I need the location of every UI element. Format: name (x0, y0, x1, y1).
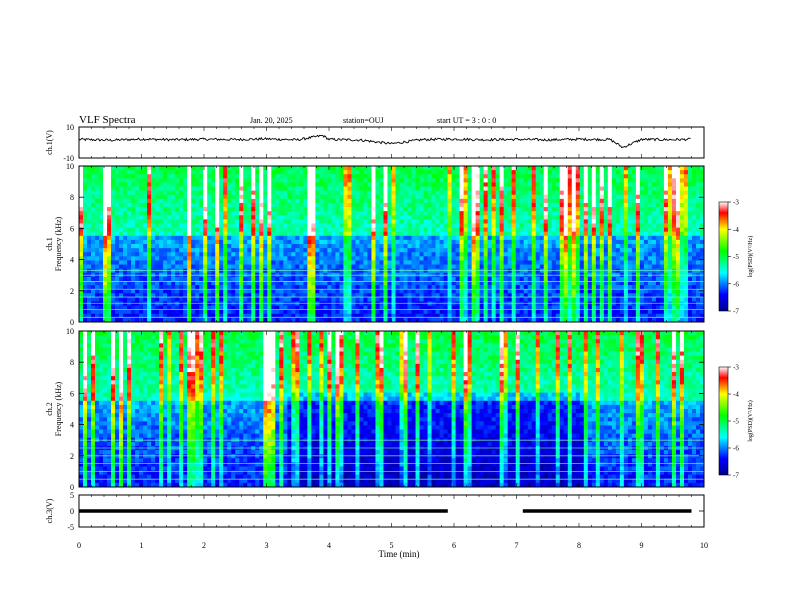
date-label: Jan. 20, 2025 (250, 116, 293, 125)
start-time-label: start UT = 3 : 0 : 0 (437, 116, 496, 125)
colorbar-label: log(PSD)(V²/Hz) (747, 236, 754, 277)
y-tick-label: 10 (66, 162, 74, 171)
ch1-colorbar: -3 -4 -5 -6 -7 log(PSD)(V²/Hz) (718, 199, 754, 316)
x-tick-label: 2 (202, 541, 206, 550)
y-tick-label: 4 (70, 421, 74, 430)
y-tick-label: -5 (67, 523, 74, 532)
colorbar-tick-label: -7 (733, 472, 739, 480)
colorbar-tick-label: -4 (733, 226, 739, 234)
colorbar-tick-label: -3 (733, 199, 739, 207)
x-tick-label: 4 (327, 541, 331, 550)
panel-frame (78, 494, 705, 528)
y-tick-label: 2 (70, 452, 74, 461)
colorbar-gradient (718, 201, 729, 312)
y-tick-label: 8 (70, 358, 74, 367)
y-axis-label: ch.3(V) (45, 498, 54, 523)
y-axis-label: ch.1 (45, 237, 54, 251)
y-axis-label: Frequency (kHz) (54, 216, 63, 271)
ch1-waveform-panel: ch.1(V) 10 -10 (45, 123, 705, 163)
y-tick-label: 10 (66, 123, 74, 132)
y-tick-label: 8 (70, 193, 74, 202)
time-axis: 0 1 2 3 4 5 6 7 8 9 10 (77, 541, 708, 550)
x-tick-label: 10 (700, 541, 708, 550)
colorbar-tick-label: -3 (733, 364, 739, 372)
x-axis-label: Time (min) (379, 549, 420, 559)
colorbar-tick-label: -7 (733, 308, 739, 316)
y-tick-label: 5 (70, 491, 74, 500)
ch1-series-line (78, 134, 691, 149)
colorbar-tick-label: -6 (733, 280, 739, 288)
x-tick-label: 0 (77, 541, 81, 550)
y-tick-label: 0 (70, 318, 74, 327)
x-tick-label: 6 (452, 541, 456, 550)
panel-frame (78, 330, 705, 488)
panel-frame (78, 165, 705, 323)
panel-frame (78, 126, 705, 159)
colorbar-gradient (718, 366, 729, 476)
x-tick-label: 1 (140, 541, 144, 550)
x-tick-label: 3 (265, 541, 269, 550)
y-tick-label: 10 (66, 327, 74, 336)
x-tick-label: 7 (515, 541, 519, 550)
colorbar-tick-label: -5 (733, 418, 739, 426)
ch3-waveform-panel: ch.3(V) 5 0 -5 (45, 491, 705, 532)
ch1-spectrogram-panel: ch.1 Frequency (kHz) 0 2 4 6 8 10 (45, 162, 705, 327)
x-tick-label: 5 (390, 541, 394, 550)
x-tick-label: 9 (640, 541, 644, 550)
y-tick-label: 0 (70, 483, 74, 492)
y-tick-label: 0 (70, 507, 74, 516)
ch2-spectrogram-panel: ch.2 Frequency (kHz) 0 2 4 6 8 10 (45, 327, 705, 492)
colorbar-tick-label: -5 (733, 253, 739, 261)
colorbar-tick-label: -6 (733, 445, 739, 453)
station-label: station=OUJ (343, 116, 384, 125)
colorbar-label: log(PSD)(V²/Hz) (747, 400, 754, 441)
chart-title: VLF Spectra (79, 114, 136, 126)
y-axis-label: Frequency (kHz) (54, 381, 63, 436)
y-tick-label: 4 (70, 256, 74, 265)
colorbar-tick-label: -4 (733, 391, 739, 399)
y-axis-label: ch.1(V) (45, 130, 54, 155)
ch2-colorbar: -3 -4 -5 -6 -7 log(PSD)(V²/Hz) (718, 364, 754, 480)
y-axis-label: ch.2 (45, 402, 54, 416)
x-tick-label: 8 (577, 541, 581, 550)
y-tick-label: 2 (70, 287, 74, 296)
y-tick-label: -10 (63, 154, 74, 163)
y-tick-label: 6 (70, 389, 74, 398)
spectrogram-image (79, 166, 705, 323)
y-tick-label: 6 (70, 224, 74, 233)
